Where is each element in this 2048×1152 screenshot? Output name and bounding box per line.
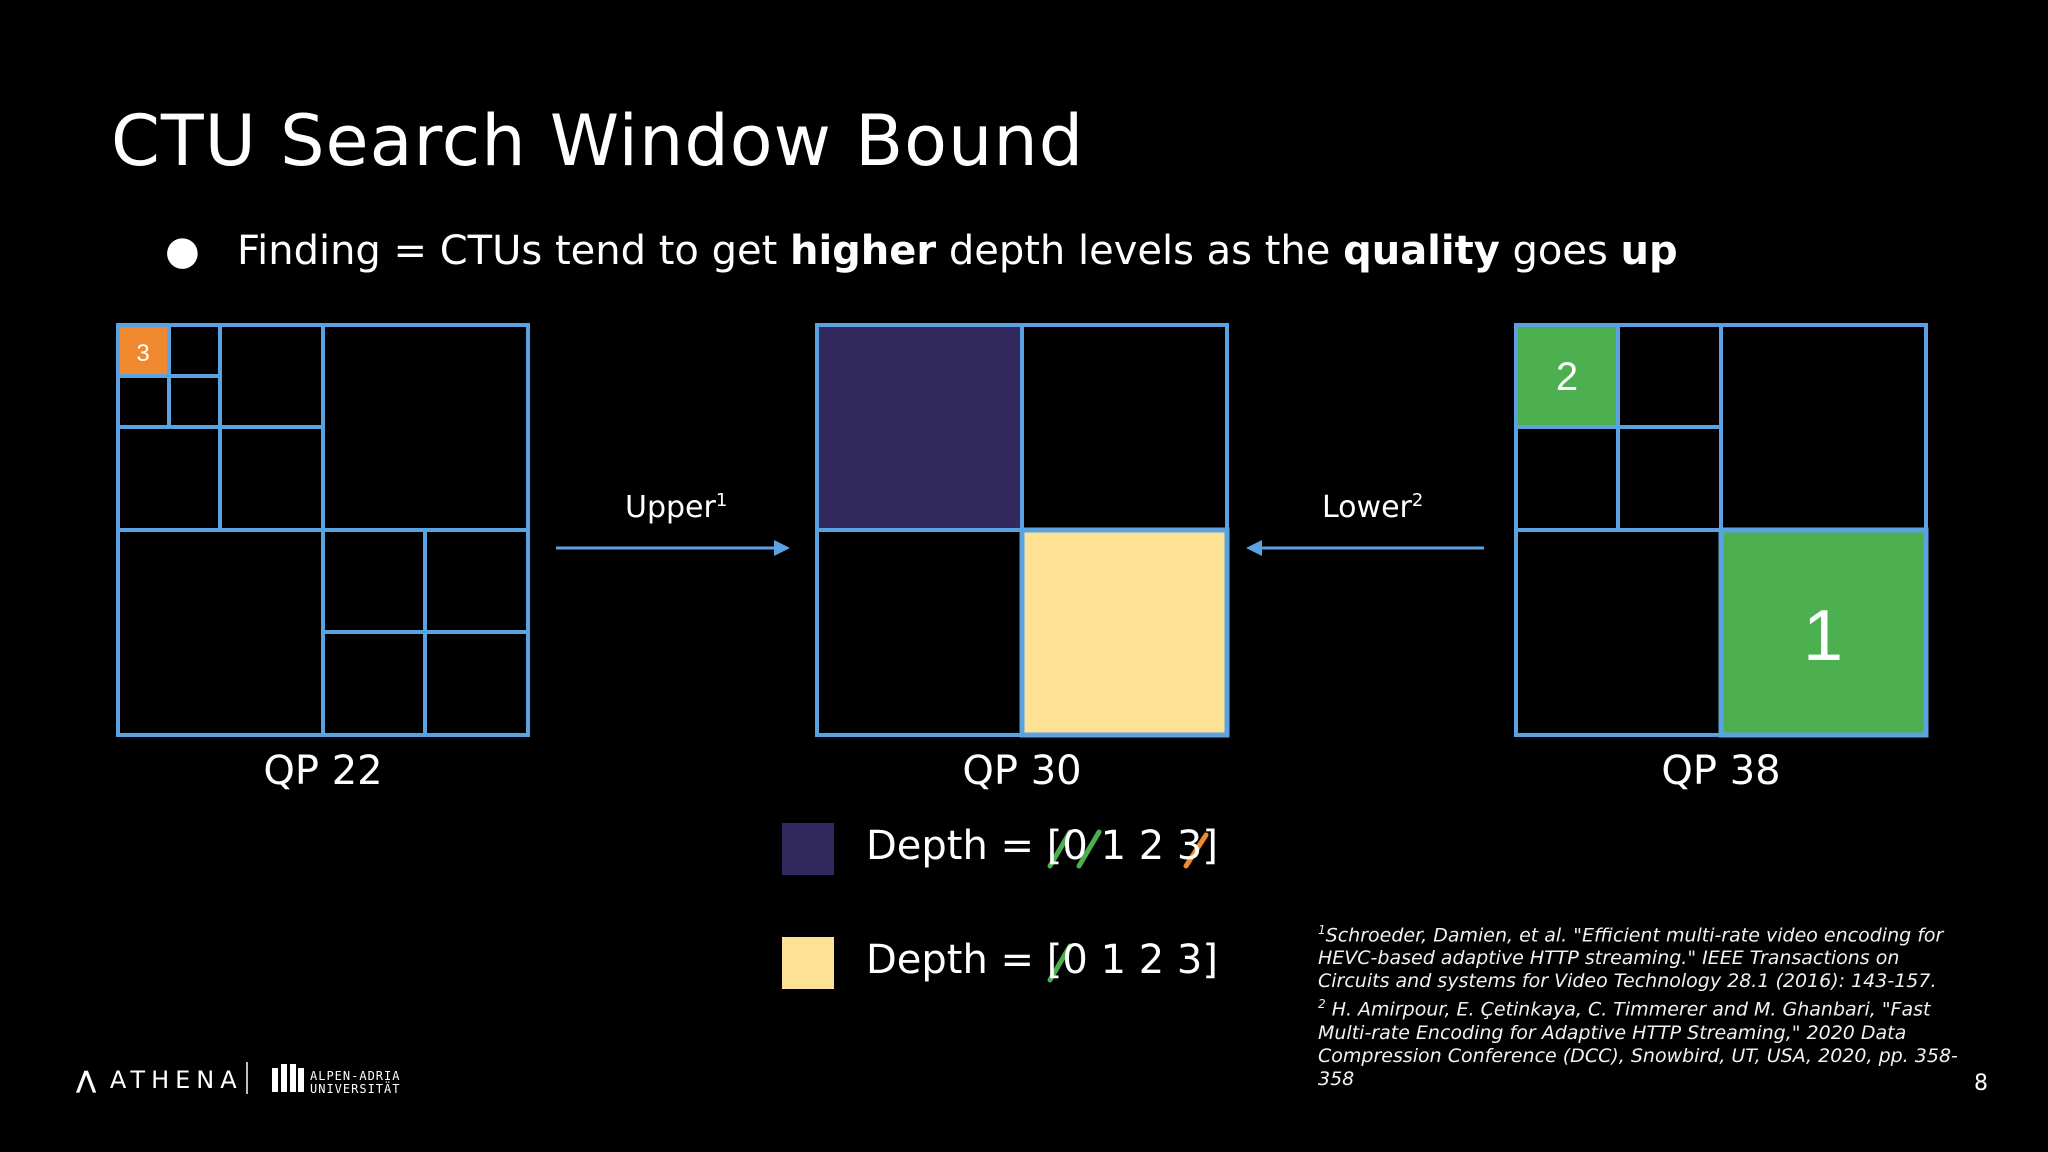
legend-row-purple: Depth = [0 1 2 3] — [866, 823, 1218, 869]
bullet-bold-higher: higher — [789, 228, 937, 274]
arrow-upper-text: Upper — [625, 490, 716, 525]
logo-separator — [246, 1062, 248, 1094]
qp38-badge-small-text: 2 — [1556, 355, 1578, 399]
reference-1-sup: 1 — [1318, 923, 1326, 937]
qp30-yellow-quadrant — [1022, 530, 1227, 735]
legend-purple-digit-2: 2 — [1138, 823, 1165, 869]
legend-purple-prefix: Depth = [ — [866, 823, 1063, 869]
ctu-qp38: 2 1 — [1514, 323, 1929, 738]
qp22-orange-cell — [118, 325, 169, 376]
bullet-bold-quality: quality — [1343, 228, 1500, 274]
legend-yellow-suffix: ] — [1202, 937, 1218, 983]
reference-1-text: Schroeder, Damien, et al. "Efficient mul… — [1318, 924, 1944, 993]
athena-logo: ⋀ ATHENA — [76, 1066, 243, 1094]
arrow-lower — [1246, 540, 1484, 556]
bullet-bold-up: up — [1620, 228, 1678, 274]
arrow-lower-label: Lower2 — [1322, 490, 1423, 525]
legend-swatch-yellow — [782, 937, 834, 989]
qp38-green-small — [1516, 325, 1618, 427]
qp30-label: QP 30 — [962, 748, 1082, 794]
legend-yellow-prefix: Depth = [ — [866, 937, 1063, 983]
bullet-text-middle: depth levels as the — [936, 228, 1344, 274]
university-line-2: UNIVERSITÄT — [310, 1082, 401, 1096]
arrow-upper-sup: 1 — [715, 490, 728, 511]
page-number: 8 — [1974, 1071, 1988, 1096]
arrow-upper-label: Upper1 — [625, 490, 727, 525]
qp22-badge-text: 3 — [136, 340, 149, 367]
qp38-green-large — [1721, 530, 1926, 735]
legend-purple-digit-3: 3 — [1176, 823, 1203, 869]
athena-logo-mark: ⋀ — [76, 1066, 97, 1094]
slide-title: CTU Search Window Bound — [111, 100, 1085, 182]
strike-green-1-row1 — [1076, 829, 1102, 869]
legend-yellow-digit-2: 2 — [1138, 937, 1165, 983]
reference-2: 2 H. Amirpour, E. Çetinkaya, C. Timmerer… — [1318, 993, 1958, 1090]
qp22-label: QP 22 — [263, 748, 383, 794]
qp38-badge-large-text: 1 — [1803, 596, 1843, 676]
arrow-upper — [556, 540, 790, 556]
legend-purple-digit-0: 0 — [1062, 823, 1088, 869]
bullet-text-middle2: goes — [1499, 228, 1621, 274]
arrow-lower-text: Lower — [1322, 490, 1412, 525]
arrow-upper-head — [774, 540, 790, 556]
reference-2-sup: 2 — [1318, 997, 1326, 1012]
strike-green-0-row2 — [1047, 943, 1073, 983]
legend-row-yellow: Depth = [0 1 2 3] — [866, 937, 1218, 983]
legend-yellow-digit-1: 1 — [1100, 937, 1127, 983]
legend-purple-suffix: ] — [1202, 823, 1218, 869]
legend-swatch-purple — [782, 823, 834, 875]
qp30-purple-quadrant — [817, 325, 1022, 530]
university-logo-mark — [272, 1064, 304, 1092]
strike-orange-row1 — [1183, 832, 1209, 869]
athena-logo-text: ATHENA — [109, 1066, 243, 1094]
legend-yellow-digit-0: 0 — [1062, 937, 1088, 983]
bullet-text-prefix: Finding = CTUs tend to get — [237, 228, 790, 274]
references: 1Schroeder, Damien, et al. "Efficient mu… — [1318, 919, 1958, 1091]
legend-strikes — [1047, 829, 1209, 983]
university-line-1: ALPEN-ADRIA — [310, 1069, 401, 1083]
reference-1: 1Schroeder, Damien, et al. "Efficient mu… — [1318, 919, 1958, 993]
university-logo-text: ALPEN-ADRIA UNIVERSITÄT — [310, 1070, 400, 1096]
legend-yellow-digit-3: 3 — [1176, 937, 1203, 983]
finding-bullet: ● Finding = CTUs tend to get higher depth… — [165, 228, 1678, 274]
reference-2-text: H. Amirpour, E. Çetinkaya, C. Timmerer a… — [1318, 998, 1958, 1090]
bullet-dot: ● — [165, 228, 200, 274]
arrow-lower-sup: 2 — [1411, 490, 1424, 511]
ctu-qp30 — [815, 323, 1230, 738]
arrow-lower-head — [1246, 540, 1262, 556]
legend-purple-digit-1: 1 — [1100, 823, 1127, 869]
qp38-label: QP 38 — [1661, 748, 1781, 794]
strike-green-0-row1 — [1047, 829, 1073, 869]
ctu-qp22: 3 — [116, 323, 530, 737]
